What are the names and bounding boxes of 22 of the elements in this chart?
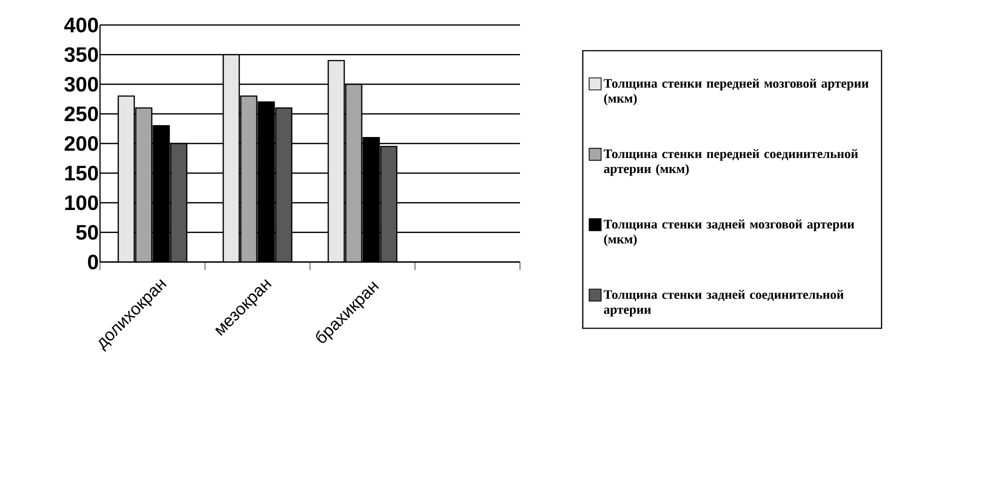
- bar: [222, 54, 240, 262]
- y-tick-label: 400: [64, 18, 98, 32]
- legend-label: Толщина стенки передней мозговой артерии (мкм): [604, 78, 869, 106]
- y-tick-label: 250: [64, 106, 98, 122]
- y-tick-label: 350: [64, 47, 98, 62]
- y-tick-label: 50: [76, 224, 98, 240]
- legend-label: Толщина стенки задней соединительной артерии: [604, 290, 844, 316]
- bar: [380, 146, 398, 262]
- bar: [135, 107, 152, 262]
- bar: [345, 84, 362, 262]
- y-tick-label: 100: [65, 195, 98, 210]
- y-tick-label: 200: [64, 136, 98, 151]
- y-tick-label: 150: [65, 166, 98, 181]
- bar: [118, 95, 135, 262]
- bar: [170, 142, 188, 262]
- bar: [240, 95, 258, 262]
- bar: [328, 60, 345, 262]
- y-tick-label: 300: [64, 76, 98, 92]
- y-tick-label: 0: [88, 254, 98, 270]
- legend-label: Толщина стенки задней мозговой артерии (мкм): [604, 219, 854, 246]
- legend-label: Толщина стенки передней соединительной артерии (мкм): [604, 149, 858, 176]
- bar: [275, 107, 292, 262]
